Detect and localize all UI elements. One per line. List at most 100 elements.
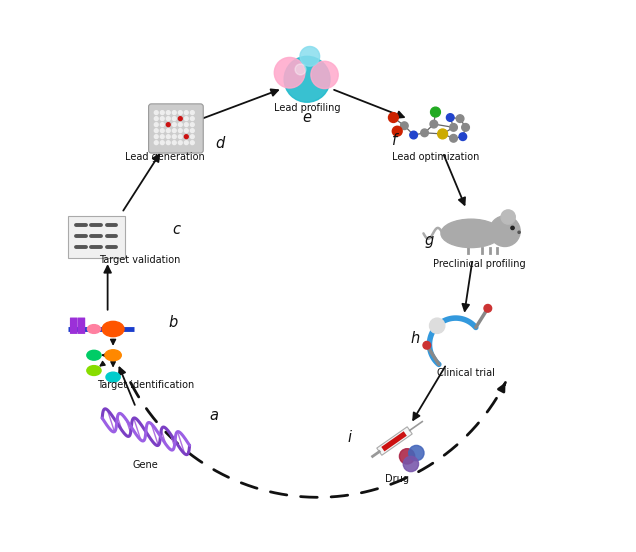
Text: Target validation: Target validation — [99, 254, 181, 264]
Ellipse shape — [105, 350, 121, 360]
Circle shape — [401, 122, 408, 130]
Circle shape — [450, 124, 457, 131]
Circle shape — [431, 107, 440, 117]
FancyBboxPatch shape — [70, 317, 78, 334]
Circle shape — [459, 133, 467, 140]
Circle shape — [284, 56, 330, 102]
Circle shape — [172, 116, 176, 120]
Circle shape — [446, 114, 454, 121]
Circle shape — [155, 123, 158, 126]
Circle shape — [155, 129, 158, 132]
Ellipse shape — [102, 321, 124, 337]
FancyBboxPatch shape — [149, 104, 204, 153]
Circle shape — [430, 120, 438, 128]
FancyBboxPatch shape — [68, 216, 125, 258]
Circle shape — [190, 116, 194, 120]
Ellipse shape — [87, 351, 101, 360]
Circle shape — [490, 216, 520, 247]
Circle shape — [167, 129, 170, 132]
Circle shape — [178, 129, 182, 132]
Text: i: i — [348, 429, 352, 445]
Text: g: g — [424, 233, 434, 248]
Circle shape — [403, 457, 418, 471]
Circle shape — [462, 124, 469, 131]
Text: Lead profiling: Lead profiling — [274, 103, 340, 113]
Circle shape — [155, 111, 158, 114]
Circle shape — [178, 123, 182, 126]
Ellipse shape — [106, 372, 120, 382]
Circle shape — [399, 449, 415, 464]
Circle shape — [429, 318, 445, 333]
Circle shape — [184, 116, 188, 120]
Ellipse shape — [87, 365, 101, 375]
Text: b: b — [169, 315, 178, 330]
Circle shape — [167, 135, 170, 139]
Circle shape — [190, 135, 194, 139]
Circle shape — [172, 123, 176, 126]
Circle shape — [167, 141, 170, 145]
Circle shape — [184, 129, 188, 132]
Circle shape — [511, 226, 514, 230]
Circle shape — [160, 111, 164, 114]
Text: h: h — [411, 331, 420, 346]
Circle shape — [178, 116, 182, 120]
Circle shape — [184, 141, 188, 145]
Circle shape — [184, 135, 188, 139]
Circle shape — [167, 111, 170, 114]
Circle shape — [501, 210, 515, 224]
Ellipse shape — [87, 325, 100, 333]
Circle shape — [167, 116, 170, 120]
Text: c: c — [172, 222, 180, 237]
Text: Target identification: Target identification — [97, 380, 194, 390]
Circle shape — [178, 135, 182, 139]
Circle shape — [172, 135, 176, 139]
Circle shape — [160, 129, 164, 132]
Ellipse shape — [441, 219, 501, 248]
FancyBboxPatch shape — [78, 317, 85, 334]
Text: Drug: Drug — [385, 474, 409, 484]
Circle shape — [172, 129, 176, 132]
Circle shape — [178, 141, 182, 145]
Circle shape — [421, 129, 429, 137]
Circle shape — [450, 135, 457, 142]
Circle shape — [172, 111, 176, 114]
Circle shape — [184, 123, 188, 126]
Text: Preclinical profiling: Preclinical profiling — [433, 259, 525, 269]
Circle shape — [184, 111, 188, 114]
Circle shape — [160, 141, 164, 145]
Circle shape — [190, 141, 194, 145]
Text: Gene: Gene — [133, 459, 159, 470]
Circle shape — [484, 305, 492, 312]
Circle shape — [167, 123, 170, 126]
Circle shape — [311, 61, 338, 88]
Text: Lead generation: Lead generation — [125, 152, 205, 162]
Text: Clinical trial: Clinical trial — [436, 368, 494, 378]
Circle shape — [409, 445, 424, 461]
Polygon shape — [382, 431, 407, 452]
Circle shape — [160, 135, 164, 139]
Circle shape — [190, 123, 194, 126]
Circle shape — [274, 57, 305, 88]
Circle shape — [392, 126, 402, 136]
Circle shape — [518, 231, 520, 233]
Polygon shape — [377, 427, 412, 455]
Circle shape — [190, 111, 194, 114]
Circle shape — [190, 129, 194, 132]
Circle shape — [155, 135, 158, 139]
Circle shape — [389, 113, 398, 123]
Circle shape — [438, 129, 448, 139]
Circle shape — [410, 131, 417, 139]
Circle shape — [423, 342, 431, 349]
Circle shape — [155, 116, 158, 120]
Circle shape — [300, 46, 320, 66]
Text: Lead optimization: Lead optimization — [392, 152, 479, 162]
Circle shape — [178, 111, 182, 114]
Circle shape — [160, 116, 164, 120]
Circle shape — [160, 123, 164, 126]
Text: e: e — [303, 110, 312, 125]
Circle shape — [155, 141, 158, 145]
Text: f: f — [392, 133, 397, 148]
Text: a: a — [210, 408, 219, 423]
Circle shape — [456, 115, 464, 123]
Text: d: d — [215, 136, 225, 151]
